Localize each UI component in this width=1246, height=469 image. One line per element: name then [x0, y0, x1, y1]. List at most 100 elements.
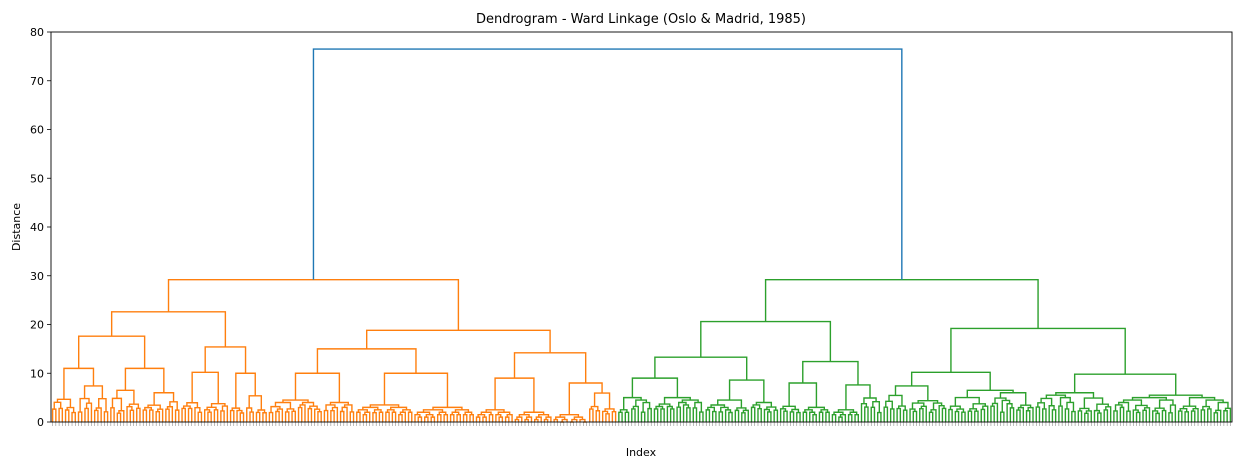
- dendrogram-link: [1064, 408, 1070, 422]
- dendrogram-link: [950, 327, 1126, 375]
- dendrogram-link: [623, 396, 642, 410]
- dendrogram-link: [632, 405, 639, 422]
- dendrogram-link: [1132, 409, 1139, 422]
- dendrogram-link: [430, 416, 436, 422]
- dendrogram-link: [323, 409, 329, 422]
- dendrogram-link: [653, 408, 659, 422]
- dendrogram-link: [966, 389, 1014, 398]
- dendrogram-link: [809, 411, 816, 422]
- dendrogram-link: [443, 413, 449, 422]
- dendrogram-link: [204, 346, 247, 374]
- dendrogram-link: [1105, 406, 1112, 422]
- dendrogram-link: [1027, 406, 1034, 422]
- dendrogram-link: [331, 406, 339, 422]
- dendrogram-link: [666, 405, 673, 422]
- dendrogram-link: [838, 416, 843, 422]
- dendrogram-link: [734, 409, 740, 422]
- dendrogram-link: [635, 399, 648, 407]
- dendrogram-link: [425, 413, 434, 418]
- dendrogram-link: [402, 409, 411, 413]
- dendrogram-link: [525, 416, 533, 422]
- dendrogram-link: [1025, 410, 1031, 422]
- dendrogram-link: [128, 403, 140, 409]
- dendrogram-link: [783, 410, 788, 422]
- dendrogram-link: [390, 406, 408, 410]
- dendrogram-link: [974, 410, 979, 422]
- dendrogram-link: [796, 411, 801, 422]
- dendrogram-link: [1169, 404, 1177, 422]
- dendrogram-link: [229, 409, 235, 422]
- dendrogram-link: [398, 413, 403, 422]
- dendrogram-link: [231, 407, 241, 411]
- dendrogram-link: [1168, 412, 1173, 422]
- y-tick-label: 50: [30, 172, 44, 185]
- dendrogram-link: [820, 409, 829, 413]
- dendrogram-link: [669, 408, 675, 422]
- dendrogram-link: [339, 410, 345, 422]
- dendrogram-link: [818, 411, 824, 422]
- dendrogram-link: [1016, 409, 1021, 422]
- dendrogram-link: [58, 407, 64, 422]
- dendrogram-link: [169, 401, 178, 411]
- dendrogram-link: [1158, 399, 1174, 409]
- dendrogram-link: [274, 401, 292, 409]
- dendrogram-link: [187, 407, 193, 422]
- dendrogram-link: [1071, 410, 1076, 422]
- dendrogram-link: [736, 407, 747, 411]
- dendrogram-link: [845, 384, 871, 410]
- dendrogram-link: [864, 406, 869, 422]
- dendrogram-link: [909, 408, 916, 422]
- dendrogram-link: [601, 410, 609, 422]
- dendrogram-link: [553, 418, 559, 422]
- dendrogram-link: [860, 402, 868, 422]
- dendrogram-link: [416, 411, 431, 415]
- dendrogram-link: [514, 418, 520, 422]
- dendrogram-link: [961, 411, 966, 422]
- dendrogram-link: [362, 406, 379, 410]
- dendrogram-link: [1207, 408, 1212, 422]
- dendrogram-link: [142, 409, 148, 422]
- dendrogram-link: [999, 392, 1027, 406]
- dendrogram-link: [720, 406, 729, 412]
- dendrogram-link: [480, 411, 492, 415]
- dendrogram-link: [182, 405, 191, 409]
- dendrogram-tree: [51, 48, 1232, 423]
- dendrogram-link: [372, 412, 377, 422]
- dendrogram-link: [77, 411, 83, 422]
- dendrogram-link: [1083, 397, 1104, 409]
- dendrogram-link: [270, 405, 281, 413]
- dendrogram-link: [969, 408, 978, 412]
- dendrogram-link: [1097, 412, 1102, 422]
- dendrogram-link: [1077, 410, 1083, 422]
- plot-frame: [50, 31, 1233, 423]
- dendrogram-link: [676, 406, 682, 422]
- dendrogram-link: [889, 408, 895, 422]
- dendrogram-link: [194, 407, 201, 422]
- dendrogram-link: [475, 416, 481, 422]
- dendrogram-link: [1148, 394, 1203, 398]
- dendrogram-link: [1096, 403, 1109, 411]
- dendrogram-link: [717, 399, 743, 408]
- dendrogram-link: [660, 408, 665, 422]
- dendrogram-link: [593, 392, 611, 409]
- dendrogram-link: [807, 406, 826, 410]
- dendrogram-link: [579, 418, 586, 422]
- dendrogram-link: [804, 409, 813, 413]
- dendrogram-link: [268, 411, 274, 422]
- dendrogram-link: [1118, 401, 1130, 412]
- dendrogram-link: [1213, 412, 1219, 422]
- dendrogram-link: [369, 404, 400, 408]
- dendrogram-link: [1192, 407, 1199, 422]
- dendrogram-link: [863, 397, 877, 404]
- dendrogram-link: [885, 400, 893, 409]
- y-tick-label: 60: [30, 124, 44, 137]
- dendrogram-link: [116, 389, 135, 405]
- dendrogram-link: [896, 407, 902, 422]
- dendrogram-link: [919, 408, 924, 422]
- dendrogram-link: [462, 413, 468, 422]
- dendrogram-link: [414, 413, 421, 422]
- dendrogram-link: [203, 409, 211, 422]
- leaf-ticks: [52, 422, 1231, 426]
- dendrogram-link: [451, 411, 460, 415]
- dendrogram-link: [436, 413, 442, 422]
